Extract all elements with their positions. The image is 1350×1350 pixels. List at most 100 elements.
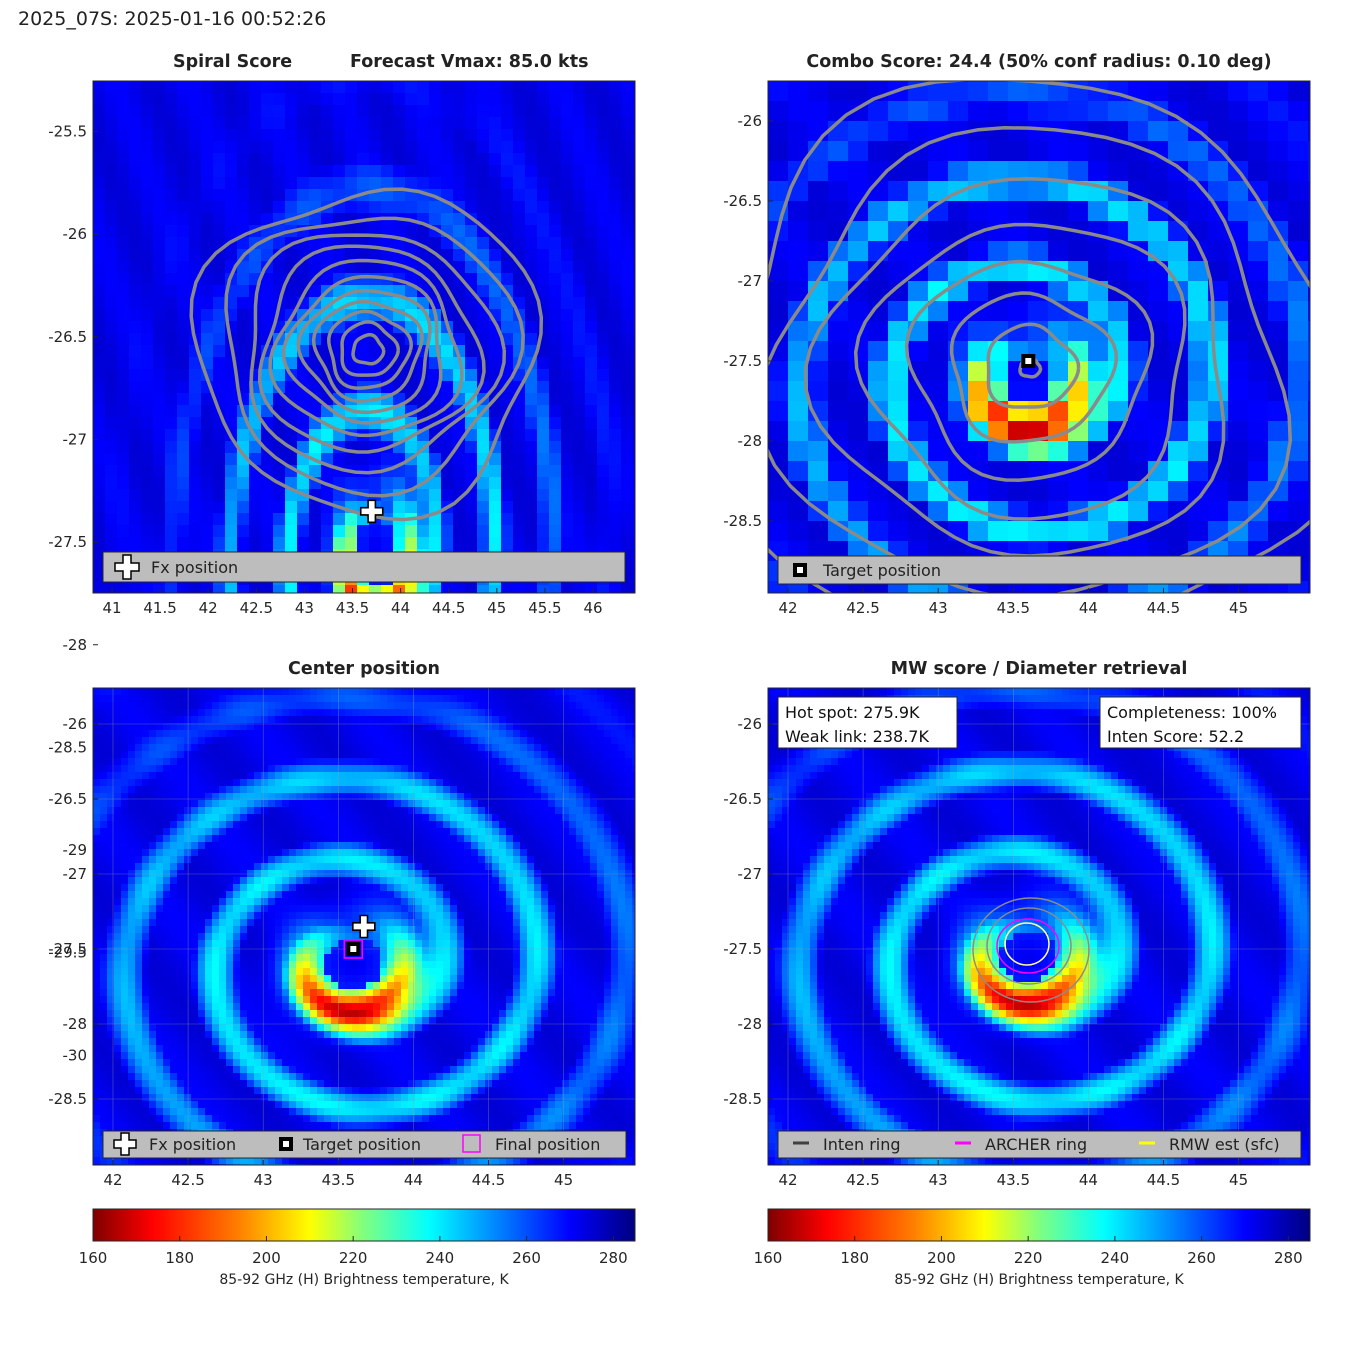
svg-text:43: 43 — [295, 599, 314, 617]
spiral-legend-box — [102, 551, 626, 583]
mw-grid — [768, 688, 1310, 1165]
svg-text:44.5: 44.5 — [1147, 599, 1180, 617]
svg-text:44: 44 — [1079, 599, 1098, 617]
colorbar-left: 160 180 200 220 240 260 280 85-92 GHz (H) Brig… — [79, 1208, 636, 1288]
spiral-contours — [189, 187, 544, 522]
combo-markers — [1021, 354, 1036, 368]
combo-title: Combo Score: 24.4 (50% conf radius: 0.10… — [806, 52, 1272, 72]
svg-text:-26: -26 — [738, 112, 763, 130]
svg-text:43.5: 43.5 — [336, 599, 369, 617]
mw-legend: Inten ring ARCHER ring RMW est (sfc) — [777, 1130, 1302, 1159]
svg-text:44: 44 — [391, 599, 410, 617]
svg-text:-25.5: -25.5 — [48, 123, 87, 141]
mw-panel: 42 42.5 43 43.5 44 44.5 45-26-26.5-27-27.5-28-… — [723, 687, 1311, 1189]
svg-text:-28.5: -28.5 — [723, 512, 762, 530]
colorbar-right-ticks: 160 180 200 220 240 260 280 — [754, 1236, 1303, 1267]
svg-text:42: 42 — [199, 599, 218, 617]
svg-text:45: 45 — [1229, 599, 1248, 617]
svg-text:-29.5: -29.5 — [48, 944, 87, 962]
svg-text:-26.5: -26.5 — [723, 192, 762, 210]
svg-text:44.5: 44.5 — [432, 599, 465, 617]
svg-text:42.5: 42.5 — [240, 599, 273, 617]
center-legend-final-label: Final position — [495, 1135, 600, 1154]
svg-text:46: 46 — [583, 599, 602, 617]
center-fx-marker — [352, 914, 376, 939]
completeness-text: Completeness: 100% — [1107, 703, 1277, 722]
mw-title: MW score / Diameter retrieval — [890, 659, 1188, 679]
fx-position-icon — [114, 554, 140, 580]
mw-info-left: Hot spot: 275.9K Weak link: 238.7K — [777, 696, 958, 749]
svg-text:-28: -28 — [738, 432, 763, 450]
svg-text:-28.5: -28.5 — [48, 738, 87, 756]
svg-text:45: 45 — [487, 599, 506, 617]
center-markers — [343, 914, 376, 959]
target-position-icon — [793, 563, 807, 577]
final-position-icon — [462, 1134, 481, 1153]
center-axes-box — [92, 687, 636, 1166]
center-ticks: 42 42.5 43 43.5 44 44.5 45-26-26.5-27-27.5-28-… — [48, 715, 573, 1189]
svg-text:-27: -27 — [63, 430, 88, 448]
svg-text:-27.5: -27.5 — [48, 533, 87, 551]
center-legend-box — [102, 1130, 627, 1159]
mw-rings — [972, 897, 1090, 1003]
inten-score-text: Inten Score: 52.2 — [1107, 727, 1244, 746]
spiral-legend: Fx position — [102, 551, 626, 583]
spiral-title: Spiral Score — [173, 52, 293, 72]
center-legend-target-label: Target position — [302, 1135, 421, 1154]
figure-suptitle: 2025_07S: 2025-01-16 00:52:26 — [18, 8, 327, 30]
spiral-vmax-title: Forecast Vmax: 85.0 kts — [350, 52, 589, 72]
spiral-markers — [359, 499, 384, 524]
mw-info-right: Completeness: 100% Inten Score: 52.2 — [1099, 696, 1302, 749]
colorbar-right-label: 85-92 GHz (H) Brightness temperature, K — [894, 1272, 1184, 1288]
combo-ticks: 42 42.5 43 43.5 44 44.5 45 -26 -26.5 -27 -27.5 -28 -… — [723, 112, 1248, 617]
svg-text:-29: -29 — [63, 841, 88, 859]
center-legend: Fx position Target position Final positi… — [102, 1130, 627, 1159]
combo-panel: 42 42.5 43 43.5 44 44.5 45 -26 -26.5 -27 -27.5 -28 -… — [723, 80, 1311, 617]
svg-text:41.5: 41.5 — [143, 599, 176, 617]
combo-legend-box — [777, 555, 1302, 585]
spiral-fx-marker — [359, 499, 384, 524]
svg-text:-26.5: -26.5 — [48, 328, 87, 346]
svg-text:41: 41 — [102, 599, 121, 617]
center-grid — [93, 688, 635, 1165]
center-final-marker — [343, 939, 364, 959]
svg-text:42: 42 — [778, 599, 797, 617]
mw-legend-box — [777, 1130, 1302, 1159]
colorbar-left-ticks: 160 180 200 220 240 260 280 — [79, 1236, 628, 1267]
svg-text:43: 43 — [929, 599, 948, 617]
rmw-ring — [1004, 922, 1050, 966]
mw-info-left-box — [777, 696, 958, 749]
svg-text:-27.5: -27.5 — [723, 352, 762, 370]
colorbar-right-gradient — [767, 1208, 1311, 1242]
svg-text:-27: -27 — [738, 272, 763, 290]
weak-link-text: Weak link: 238.7K — [785, 727, 929, 746]
mw-axes-box — [767, 687, 1311, 1166]
combo-legend: Target position — [777, 555, 1302, 585]
hot-spot-text: Hot spot: 275.9K — [785, 703, 920, 722]
inten-ring-outer — [972, 897, 1090, 1003]
target-position-icon — [279, 1137, 293, 1151]
svg-text:42.5: 42.5 — [846, 599, 879, 617]
svg-text:-28: -28 — [63, 636, 88, 654]
spiral-panel: 41 41.5 42 42.5 43 43.5 44 44.5 45 45.5 46 -25.5 -26… — [48, 80, 636, 1065]
svg-text:-26: -26 — [63, 225, 88, 243]
mw-info-right-box — [1099, 696, 1302, 749]
fx-position-icon — [113, 1132, 137, 1156]
spiral-ticks: 41 41.5 42 42.5 43 43.5 44 44.5 45 45.5 46 -25.5 -26… — [48, 123, 602, 1065]
center-title: Center position — [288, 659, 440, 679]
mw-legend-inten-label: Inten ring — [823, 1135, 901, 1154]
colorbar-left-label: 85-92 GHz (H) Brightness temperature, K — [219, 1272, 509, 1288]
svg-text:43.5: 43.5 — [997, 599, 1030, 617]
center-legend-fx-label: Fx position — [149, 1135, 236, 1154]
center-panel: 42 42.5 43 43.5 44 44.5 45-26-26.5-27-27.5-28-… — [48, 687, 636, 1189]
archer-ring — [996, 918, 1060, 974]
mw-legend-archer-label: ARCHER ring — [985, 1135, 1087, 1154]
mw-legend-rmw-label: RMW est (sfc) — [1169, 1135, 1280, 1154]
spiral-legend-fx-label: Fx position — [151, 558, 238, 577]
inten-ring-inner — [986, 907, 1072, 985]
svg-text:45.5: 45.5 — [528, 599, 561, 617]
svg-text:-30: -30 — [63, 1046, 88, 1064]
combo-legend-target-label: Target position — [822, 561, 941, 580]
combo-axes-box — [767, 80, 1311, 594]
